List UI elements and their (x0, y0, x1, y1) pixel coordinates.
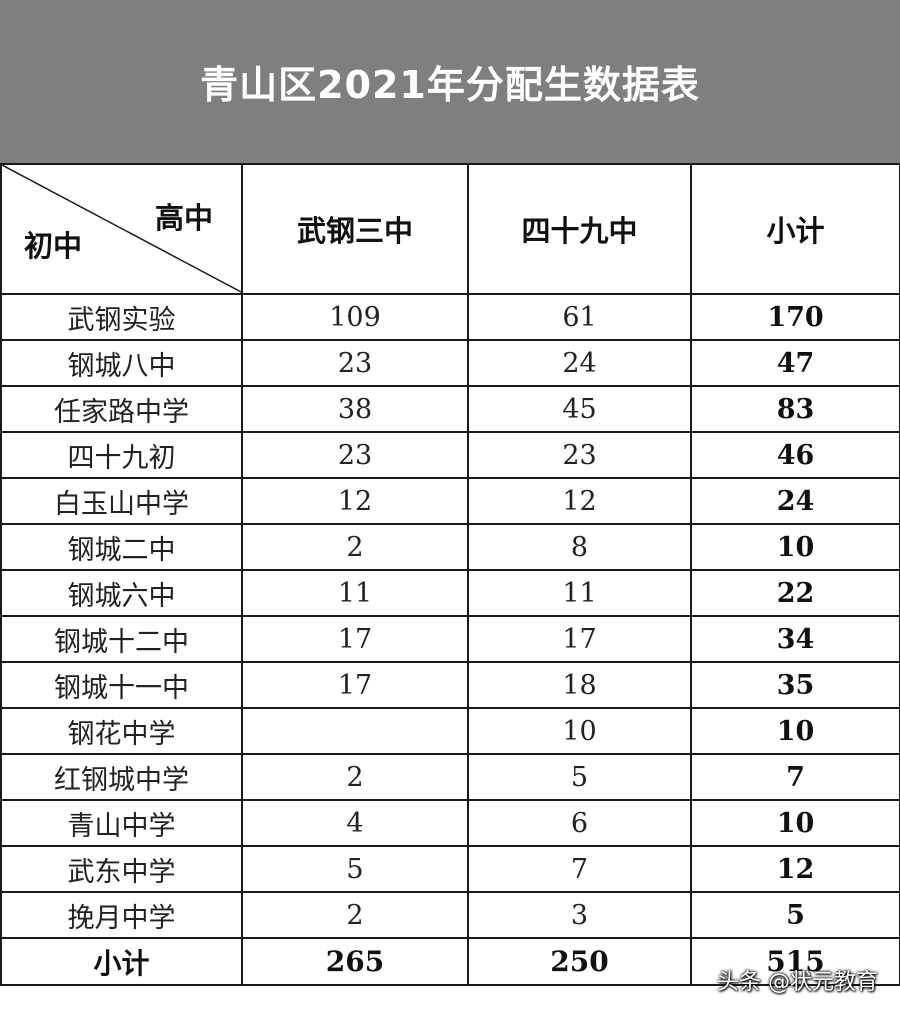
school-name-cell: 红钢城中学 (0, 753, 243, 801)
value-cell: 8 (467, 523, 692, 571)
value-cell: 11 (467, 569, 692, 617)
column-header: 武钢三中 (241, 163, 469, 295)
value-cell: 6 (467, 799, 692, 847)
value-cell: 61 (467, 293, 692, 341)
value-cell: 18 (467, 661, 692, 709)
total-value-cell: 265 (241, 937, 469, 986)
table-row: 红钢城中学 2 5 7 (0, 753, 900, 801)
value-cell: 3 (467, 891, 692, 939)
value-cell: 2 (241, 523, 469, 571)
school-name-cell: 钢城十一中 (0, 661, 243, 709)
value-cell: 109 (241, 293, 469, 341)
subtotal-cell: 10 (690, 707, 900, 755)
table-row: 四十九初 23 23 46 (0, 431, 900, 479)
value-cell: 12 (241, 477, 469, 525)
corner-label-middle-school: 初中 (24, 229, 83, 263)
subtotal-cell: 10 (690, 523, 900, 571)
value-cell: 2 (241, 891, 469, 939)
header-row: 高中 初中 武钢三中 四十九中 小计 (0, 163, 900, 295)
value-cell: 17 (241, 615, 469, 663)
corner-label-high-school: 高中 (154, 201, 213, 235)
table-row: 任家路中学 38 45 83 (0, 385, 900, 433)
school-name-cell: 武东中学 (0, 845, 243, 893)
corner-header-cell: 高中 初中 (0, 163, 243, 295)
subtotal-cell: 22 (690, 569, 900, 617)
school-name-cell: 钢城十二中 (0, 615, 243, 663)
subtotal-cell: 34 (690, 615, 900, 663)
column-header: 四十九中 (467, 163, 692, 295)
value-cell: 11 (241, 569, 469, 617)
table-row: 钢城十二中 17 17 34 (0, 615, 900, 663)
subtotal-cell: 12 (690, 845, 900, 893)
table-row: 挽月中学 2 3 5 (0, 891, 900, 939)
table-row: 钢城二中 2 8 10 (0, 523, 900, 571)
value-cell: 17 (467, 615, 692, 663)
source-watermark: 头条 @状元教育 (717, 970, 878, 995)
school-name-cell: 四十九初 (0, 431, 243, 479)
total-label-cell: 小计 (0, 937, 243, 986)
subtotal-cell: 7 (690, 753, 900, 801)
distribution-table: 高中 初中 武钢三中 四十九中 小计 武钢实验 109 61 170 钢城八中 … (0, 163, 900, 986)
subtotal-cell: 24 (690, 477, 900, 525)
grand-total-cell: 515 (690, 937, 900, 986)
subtotal-cell: 46 (690, 431, 900, 479)
value-cell: 12 (467, 477, 692, 525)
school-name-cell: 武钢实验 (0, 293, 243, 341)
value-cell: 38 (241, 385, 469, 433)
subtotal-cell: 5 (690, 891, 900, 939)
value-cell: 2 (241, 753, 469, 801)
value-cell: 5 (241, 845, 469, 893)
diagonal-divider (3, 166, 240, 292)
value-cell: 7 (467, 845, 692, 893)
school-name-cell: 任家路中学 (0, 385, 243, 433)
title-banner: 青山区2021年分配生数据表 (0, 0, 900, 163)
value-cell: 5 (467, 753, 692, 801)
value-cell: 24 (467, 339, 692, 387)
total-value-cell: 250 (467, 937, 692, 986)
value-cell: 17 (241, 661, 469, 709)
school-name-cell: 钢城八中 (0, 339, 243, 387)
table-row: 钢城八中 23 24 47 (0, 339, 900, 387)
value-cell: 10 (467, 707, 692, 755)
subtotal-cell: 83 (690, 385, 900, 433)
column-header: 小计 (690, 163, 900, 295)
subtotal-cell: 35 (690, 661, 900, 709)
value-cell: 45 (467, 385, 692, 433)
school-name-cell: 钢城六中 (0, 569, 243, 617)
subtotal-cell: 47 (690, 339, 900, 387)
value-cell: 23 (467, 431, 692, 479)
value-cell: 23 (241, 339, 469, 387)
school-name-cell: 钢城二中 (0, 523, 243, 571)
subtotal-cell: 170 (690, 293, 900, 341)
table-row: 武钢实验 109 61 170 (0, 293, 900, 341)
school-name-cell: 青山中学 (0, 799, 243, 847)
value-cell: 4 (241, 799, 469, 847)
page-title: 青山区2021年分配生数据表 (200, 63, 700, 107)
table-row: 钢花中学 10 10 (0, 707, 900, 755)
school-name-cell: 钢花中学 (0, 707, 243, 755)
table-row: 钢城十一中 17 18 35 (0, 661, 900, 709)
table-row: 武东中学 5 7 12 (0, 845, 900, 893)
school-name-cell: 白玉山中学 (0, 477, 243, 525)
table-row: 钢城六中 11 11 22 (0, 569, 900, 617)
subtotal-cell: 10 (690, 799, 900, 847)
table-row: 白玉山中学 12 12 24 (0, 477, 900, 525)
value-cell: 23 (241, 431, 469, 479)
value-cell (241, 707, 469, 755)
school-name-cell: 挽月中学 (0, 891, 243, 939)
table-row: 青山中学 4 6 10 (0, 799, 900, 847)
total-row: 小计 265 250 515 (0, 937, 900, 986)
